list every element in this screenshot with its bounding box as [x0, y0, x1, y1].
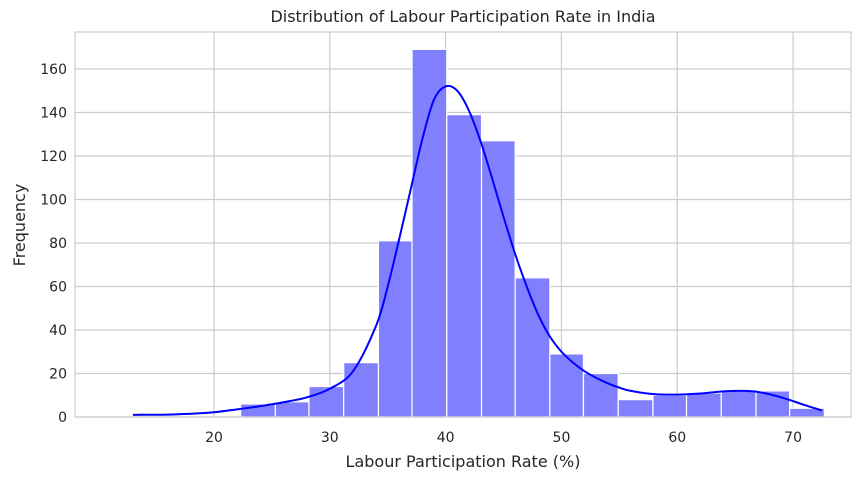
- histogram-bar: [274, 401, 310, 418]
- y-tick-label: 40: [49, 323, 67, 339]
- histogram-bars: [240, 48, 825, 418]
- x-tick-label: 30: [321, 430, 339, 446]
- y-tick-label: 100: [40, 192, 67, 208]
- x-tick-label: 40: [437, 430, 455, 446]
- x-axis-label: Labour Participation Rate (%): [346, 452, 581, 471]
- y-tick-labels: 0 20 40 60 80 100 120 140 160: [40, 62, 67, 426]
- y-tick-label: 80: [49, 236, 67, 252]
- y-axis-label: Frequency: [10, 184, 29, 267]
- x-tick-label: 60: [668, 430, 686, 446]
- histogram-bar: [343, 362, 380, 418]
- y-tick-label: 60: [49, 279, 67, 295]
- histogram-bar: [480, 140, 516, 418]
- histogram-bar: [549, 353, 585, 418]
- kde-curve: [132, 84, 823, 416]
- histogram-bar: [617, 398, 654, 418]
- histogram-bar: [308, 385, 345, 418]
- x-tick-label: 70: [784, 430, 802, 446]
- x-tick-label: 20: [205, 430, 223, 446]
- y-tick-label: 140: [40, 105, 67, 121]
- x-tick-label: 50: [553, 430, 571, 446]
- histogram-bar: [652, 394, 688, 418]
- y-tick-label: 120: [40, 149, 67, 165]
- histogram-bar: [411, 48, 448, 418]
- chart-title: Distribution of Labour Participation Rat…: [270, 7, 655, 26]
- histogram-bar: [446, 114, 483, 418]
- plot-frame: [74, 31, 852, 418]
- histogram-bar: [720, 390, 757, 418]
- y-tick-label: 160: [40, 62, 67, 78]
- y-tick-label: 20: [49, 366, 67, 382]
- x-tick-labels: 20 30 40 50 60 70: [205, 430, 802, 446]
- histogram-bar: [377, 240, 413, 418]
- histogram-bar: [685, 392, 722, 418]
- y-tick-label: 0: [58, 410, 67, 426]
